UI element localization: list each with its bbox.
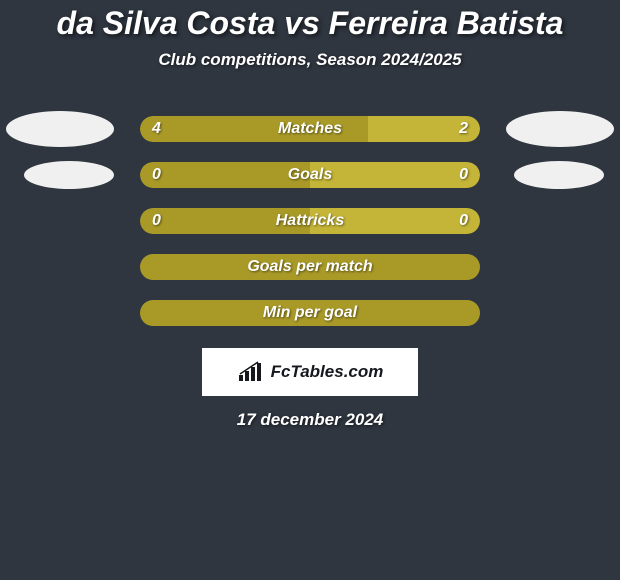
- player2-avatar: [506, 111, 614, 147]
- stat-label: Min per goal: [140, 300, 480, 326]
- stat-row: Min per goal: [0, 290, 620, 336]
- stat-bar-right: 0: [310, 162, 480, 188]
- stat-left-value: 4: [152, 120, 161, 138]
- credit-box[interactable]: FcTables.com: [202, 348, 418, 396]
- stat-left-value: 0: [152, 166, 161, 184]
- stat-row: 00Hattricks: [0, 198, 620, 244]
- player1-avatar: [24, 161, 114, 189]
- stat-right-value: 0: [459, 212, 468, 230]
- date-text: 17 december 2024: [0, 410, 620, 430]
- stat-bar: 00Hattricks: [140, 208, 480, 234]
- stat-bar: Min per goal: [140, 300, 480, 326]
- stat-rows-container: 42Matches00Goals00HattricksGoals per mat…: [0, 106, 620, 336]
- stat-bar-left: 0: [140, 208, 310, 234]
- stat-row: 42Matches: [0, 106, 620, 152]
- stat-bar-left: 0: [140, 162, 310, 188]
- stat-right-value: 2: [459, 120, 468, 138]
- stat-row: 00Goals: [0, 152, 620, 198]
- stat-bar-right: 0: [310, 208, 480, 234]
- stat-label: Goals per match: [140, 254, 480, 280]
- player1-avatar: [6, 111, 114, 147]
- player1-name: da Silva Costa: [57, 5, 276, 41]
- vs-separator: vs: [284, 5, 320, 41]
- player2-name: Ferreira Batista: [329, 5, 564, 41]
- stat-row: Goals per match: [0, 244, 620, 290]
- comparison-card: da Silva Costa vs Ferreira Batista Club …: [0, 0, 620, 430]
- stat-left-value: 0: [152, 212, 161, 230]
- stat-bar-right: 2: [368, 116, 480, 142]
- credit-text: FcTables.com: [271, 362, 384, 382]
- stat-bar: Goals per match: [140, 254, 480, 280]
- stat-bar: 00Goals: [140, 162, 480, 188]
- chart-icon: [237, 361, 263, 383]
- player2-avatar: [514, 161, 604, 189]
- page-title: da Silva Costa vs Ferreira Batista: [0, 5, 620, 42]
- subtitle: Club competitions, Season 2024/2025: [0, 50, 620, 70]
- stat-bar-left: 4: [140, 116, 368, 142]
- stat-right-value: 0: [459, 166, 468, 184]
- stat-bar: 42Matches: [140, 116, 480, 142]
